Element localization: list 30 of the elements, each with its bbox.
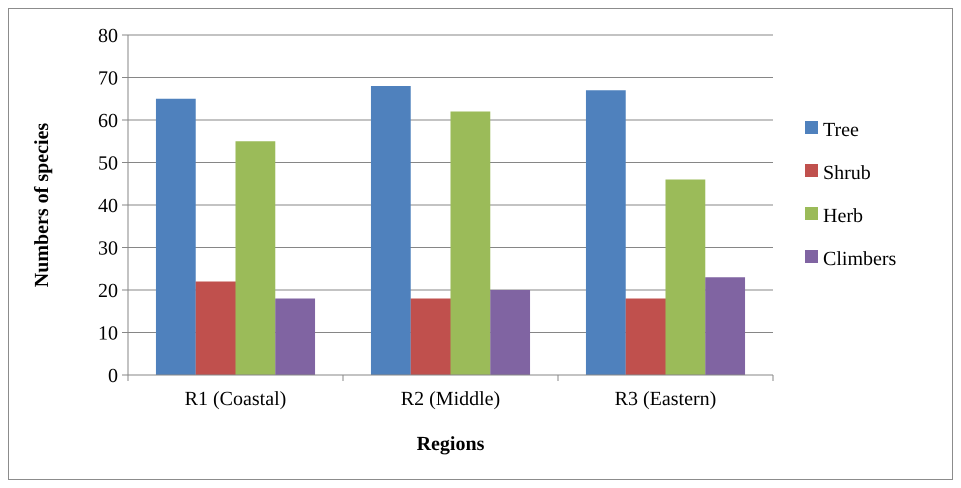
bar (586, 90, 626, 375)
bar (156, 98, 196, 375)
y-tick-label: 50 (98, 152, 118, 174)
bar (490, 290, 530, 375)
bar (705, 277, 746, 375)
legend-label: Shrub (823, 162, 871, 184)
y-axis-title: Numbers of species (31, 122, 53, 288)
y-tick-label: 80 (98, 25, 118, 47)
legend-label: Tree (823, 119, 860, 141)
y-tick-label: 70 (98, 68, 118, 90)
bar (626, 298, 666, 375)
bar (370, 86, 411, 375)
bar (410, 298, 450, 375)
y-tick-label: 0 (108, 365, 118, 387)
y-tick-label: 40 (98, 195, 118, 217)
y-tick-label: 20 (98, 280, 118, 302)
legend-label: Herb (823, 205, 863, 227)
bar (275, 298, 316, 375)
x-tick-label: R2 (Middle) (400, 388, 500, 410)
x-axis-title: Regions (416, 433, 485, 455)
x-tick-label: R3 (Eastern) (614, 388, 716, 410)
y-tick-label: 10 (98, 322, 118, 344)
y-tick-label: 60 (98, 110, 118, 132)
legend-label: Climbers (823, 248, 897, 270)
y-tick-label: 30 (98, 238, 118, 260)
bar (450, 112, 490, 375)
bar (236, 141, 276, 375)
x-tick-label: R1 (Coastal) (184, 388, 286, 410)
bar (666, 180, 706, 375)
bar (196, 282, 236, 375)
